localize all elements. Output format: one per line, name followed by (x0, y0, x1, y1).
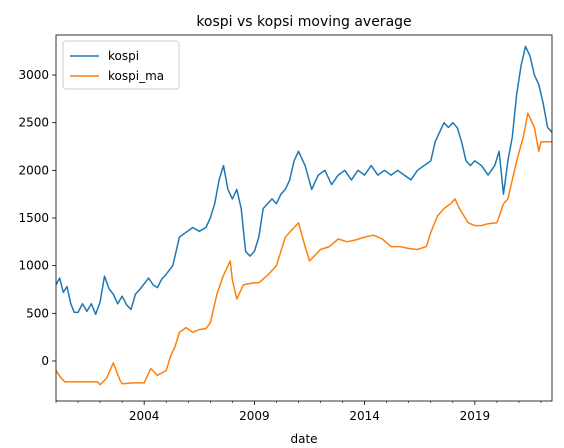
x-tick-label: 2004 (129, 409, 160, 423)
y-tick-label: 2000 (18, 163, 49, 177)
y-tick-label: 2500 (18, 116, 49, 130)
series-line-kospi (56, 45, 552, 316)
legend-label-kospi_ma: kospi_ma (108, 69, 164, 83)
legend-label-kospi: kospi (108, 49, 139, 63)
y-tick-label: 3000 (18, 68, 49, 82)
y-tick-label: 0 (41, 354, 49, 368)
y-tick-label: 1500 (18, 211, 49, 225)
series-line-kospi_ma (56, 112, 552, 386)
legend: kospi kospi_ma (62, 40, 180, 90)
legend-frame (62, 40, 180, 90)
x-axis-label: date (290, 432, 317, 446)
chart-title: kospi vs kopsi moving average (196, 14, 411, 30)
x-tick-label: 2019 (460, 409, 491, 423)
y-tick-label: 1000 (18, 259, 49, 273)
x-tick-label: 2009 (239, 409, 270, 423)
axes-frame (55, 34, 553, 402)
plot-area: 0 500 1000 1500 2000 2500 3000 2004 2009 2014 2019… (18, 34, 553, 423)
y-tick-label: 500 (26, 306, 49, 320)
x-tick-label: 2014 (349, 409, 380, 423)
